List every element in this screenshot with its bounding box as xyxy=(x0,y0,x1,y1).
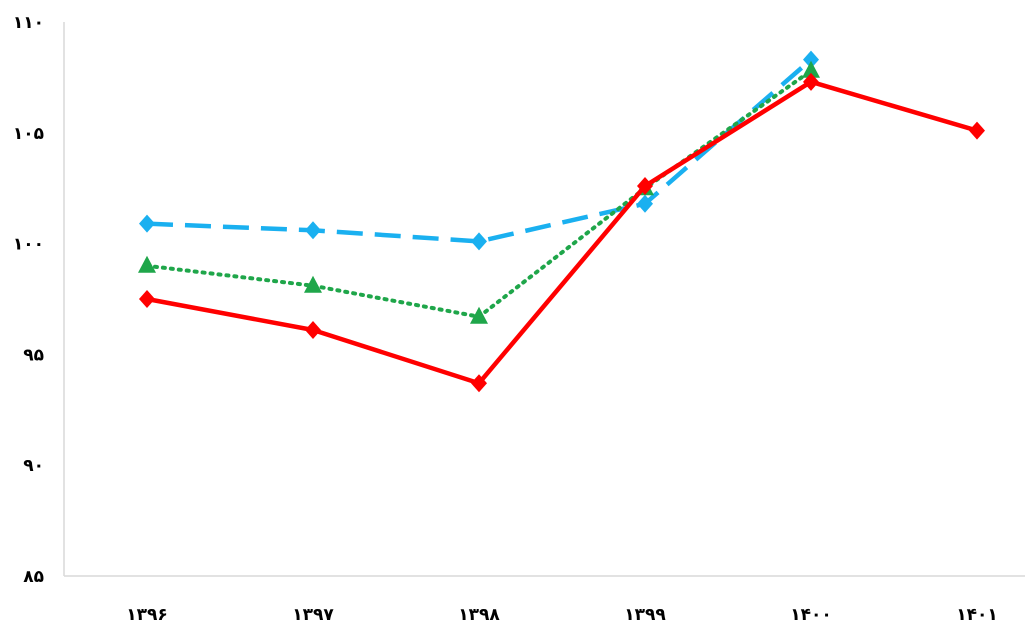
x-tick-label: ۱۳۹۷ xyxy=(292,605,334,625)
y-tick-label: ۹۰ xyxy=(23,456,44,476)
y-tick-label: ۸۵ xyxy=(23,567,44,587)
data-point-diamond xyxy=(637,194,653,213)
data-point-diamond xyxy=(139,290,155,308)
y-tick-label: ۱۱۰ xyxy=(13,13,44,33)
data-point-diamond xyxy=(969,121,985,140)
data-point-diamond xyxy=(637,176,653,195)
y-tick-label: ۱۰۰ xyxy=(13,235,44,255)
x-tick-label: ۱۳۹۹ xyxy=(624,605,666,625)
x-tick-label: ۱۳۹۶ xyxy=(126,605,168,625)
series-layer xyxy=(138,50,985,393)
data-point-triangle xyxy=(304,275,322,293)
x-tick-label: ۱۴۰۱ xyxy=(956,605,998,625)
x-tick-label: ۱۳۹۸ xyxy=(458,605,500,625)
series-line xyxy=(146,79,978,386)
x-axis-tick-labels: ۱۳۹۶ ۱۳۹۷ ۱۳۹۸ ۱۳۹۹ ۱۴۰۰ ۱۴۰۱ xyxy=(126,605,998,625)
series-dashed-diamond xyxy=(139,50,819,251)
y-tick-label: ۱۰۵ xyxy=(13,124,44,144)
data-point-diamond xyxy=(803,72,819,91)
data-point-triangle xyxy=(138,255,156,273)
series-dotted-triangle xyxy=(138,60,820,324)
data-point-diamond xyxy=(305,221,321,240)
data-point-diamond xyxy=(803,50,819,69)
x-tick-label: ۱۴۰۰ xyxy=(790,605,832,625)
series-solid-diamond xyxy=(139,72,985,393)
data-point-diamond xyxy=(305,321,321,340)
data-point-diamond xyxy=(139,214,155,233)
series-line xyxy=(146,57,813,244)
data-point-diamond xyxy=(471,374,487,393)
y-tick-label: ۹۵ xyxy=(23,345,44,365)
data-point-triangle xyxy=(802,60,820,78)
data-point-diamond xyxy=(471,232,487,251)
y-axis-tick-labels: ۸۵ ۹۰ ۹۵ ۱۰۰ ۱۰۵ ۱۱۰ xyxy=(13,13,44,587)
data-point-triangle xyxy=(470,306,488,324)
series-line xyxy=(145,68,813,319)
